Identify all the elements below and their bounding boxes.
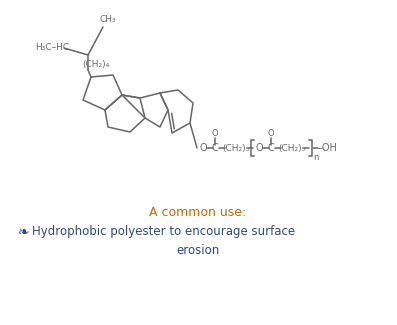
Text: (CH₂)₄: (CH₂)₄ [82,59,109,69]
Text: (CH₂)₅: (CH₂)₅ [278,144,306,152]
Text: O: O [212,129,218,138]
Text: H₃C–HC: H₃C–HC [35,44,69,53]
Text: C: C [212,143,218,153]
Text: O: O [199,143,207,153]
Text: erosion: erosion [176,243,220,256]
Text: (CH₂)₅: (CH₂)₅ [222,144,250,152]
Text: O: O [268,129,274,138]
Text: ❧: ❧ [18,225,30,239]
Text: n: n [313,152,319,162]
Text: Hydrophobic polyester to encourage surface: Hydrophobic polyester to encourage surfa… [32,226,295,239]
Text: A common use:: A common use: [149,205,247,218]
Text: O: O [255,143,263,153]
Text: –OH: –OH [317,143,337,153]
Text: CH₃: CH₃ [100,16,116,24]
Text: C: C [268,143,274,153]
